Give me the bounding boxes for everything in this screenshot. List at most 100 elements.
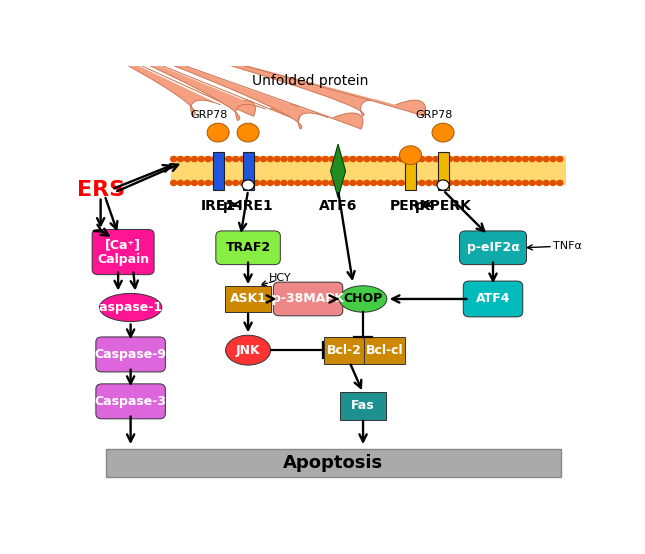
Circle shape — [440, 181, 446, 186]
Text: [Ca⁺]
Calpain: [Ca⁺] Calpain — [97, 238, 149, 266]
Circle shape — [437, 180, 449, 190]
Circle shape — [322, 156, 328, 162]
Circle shape — [336, 156, 342, 162]
Circle shape — [274, 181, 280, 186]
Circle shape — [364, 156, 370, 162]
Text: Fas: Fas — [352, 399, 375, 412]
PathPatch shape — [0, 105, 301, 554]
FancyBboxPatch shape — [216, 231, 281, 265]
Circle shape — [384, 181, 390, 186]
FancyBboxPatch shape — [437, 152, 448, 190]
Ellipse shape — [226, 335, 271, 365]
FancyBboxPatch shape — [92, 229, 154, 275]
Circle shape — [557, 181, 563, 186]
Circle shape — [398, 181, 404, 186]
Text: JNK: JNK — [236, 343, 261, 357]
Circle shape — [419, 156, 425, 162]
Circle shape — [509, 156, 515, 162]
Circle shape — [205, 181, 211, 186]
Circle shape — [253, 181, 259, 186]
Circle shape — [433, 156, 439, 162]
Circle shape — [192, 181, 197, 186]
Circle shape — [440, 156, 446, 162]
Circle shape — [226, 156, 232, 162]
Circle shape — [219, 181, 225, 186]
Circle shape — [281, 156, 287, 162]
Circle shape — [399, 146, 422, 165]
Circle shape — [246, 156, 252, 162]
Circle shape — [198, 156, 204, 162]
FancyBboxPatch shape — [364, 337, 405, 363]
Circle shape — [488, 181, 494, 186]
Text: p-eIF2α: p-eIF2α — [466, 242, 519, 254]
Circle shape — [550, 156, 556, 162]
Circle shape — [226, 181, 232, 186]
Circle shape — [543, 181, 549, 186]
Circle shape — [336, 181, 342, 186]
Circle shape — [481, 156, 487, 162]
Circle shape — [536, 181, 542, 186]
Circle shape — [446, 181, 453, 186]
FancyBboxPatch shape — [405, 152, 416, 190]
PathPatch shape — [0, 105, 266, 554]
Circle shape — [515, 181, 522, 186]
Circle shape — [357, 181, 363, 186]
Circle shape — [398, 156, 404, 162]
Circle shape — [261, 181, 266, 186]
Text: p-38MAPK: p-38MAPK — [272, 293, 344, 305]
PathPatch shape — [0, 113, 363, 554]
Circle shape — [446, 156, 453, 162]
Circle shape — [170, 181, 177, 186]
Text: TNFα: TNFα — [553, 240, 582, 250]
Circle shape — [205, 156, 211, 162]
Circle shape — [426, 156, 432, 162]
PathPatch shape — [0, 100, 255, 554]
Circle shape — [384, 156, 390, 162]
Circle shape — [233, 181, 239, 186]
FancyBboxPatch shape — [459, 231, 526, 265]
Circle shape — [343, 156, 349, 162]
Circle shape — [177, 156, 183, 162]
Circle shape — [329, 181, 335, 186]
Text: GRP78: GRP78 — [191, 110, 228, 120]
Circle shape — [377, 181, 384, 186]
Circle shape — [502, 156, 508, 162]
Circle shape — [412, 156, 418, 162]
Circle shape — [239, 181, 246, 186]
Circle shape — [350, 156, 356, 162]
Circle shape — [371, 181, 377, 186]
FancyBboxPatch shape — [273, 282, 342, 316]
Circle shape — [329, 156, 335, 162]
Circle shape — [267, 156, 273, 162]
Circle shape — [170, 156, 177, 162]
Circle shape — [467, 181, 473, 186]
Circle shape — [405, 181, 411, 186]
Circle shape — [461, 156, 466, 162]
FancyBboxPatch shape — [106, 449, 561, 477]
Circle shape — [522, 156, 528, 162]
Text: ERS: ERS — [77, 180, 124, 200]
Text: ASK1: ASK1 — [230, 293, 266, 305]
Circle shape — [288, 156, 294, 162]
Circle shape — [412, 181, 418, 186]
Circle shape — [530, 156, 535, 162]
Circle shape — [246, 181, 252, 186]
Circle shape — [295, 156, 301, 162]
Ellipse shape — [339, 286, 387, 312]
FancyBboxPatch shape — [243, 152, 253, 190]
PathPatch shape — [0, 113, 328, 554]
Text: IRE1: IRE1 — [201, 199, 235, 213]
Text: p-IRE1: p-IRE1 — [223, 199, 273, 213]
PathPatch shape — [0, 100, 221, 554]
Circle shape — [198, 181, 204, 186]
FancyBboxPatch shape — [96, 384, 165, 419]
FancyBboxPatch shape — [463, 281, 522, 317]
FancyBboxPatch shape — [324, 337, 365, 363]
Circle shape — [432, 123, 454, 142]
Circle shape — [207, 123, 229, 142]
Circle shape — [357, 156, 363, 162]
Circle shape — [543, 156, 549, 162]
Text: HCY: HCY — [269, 274, 292, 284]
FancyBboxPatch shape — [213, 152, 224, 190]
Circle shape — [184, 181, 190, 186]
